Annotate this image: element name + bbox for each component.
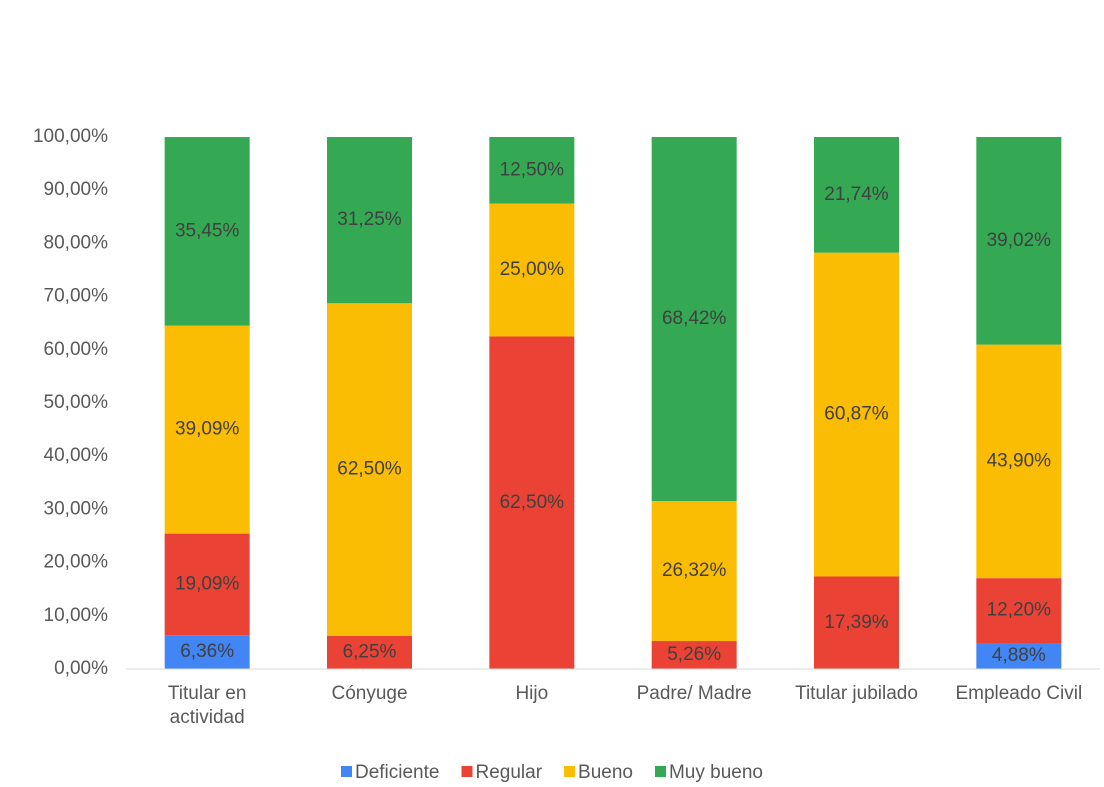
legend-label: Muy bueno bbox=[669, 762, 763, 783]
bar-segment bbox=[489, 137, 575, 204]
y-tick-label: 60,00% bbox=[44, 339, 109, 360]
x-tick-label: Padre/ Madre bbox=[636, 683, 752, 704]
legend-swatch bbox=[461, 766, 473, 777]
legend-swatch bbox=[340, 766, 352, 777]
bar-segment bbox=[164, 635, 250, 669]
bar-segment bbox=[814, 137, 899, 253]
data-label: 31,25% bbox=[337, 209, 402, 230]
bar-segment bbox=[651, 137, 737, 501]
legend-label: Deficiente bbox=[355, 762, 440, 783]
legend-label: Regular bbox=[475, 762, 542, 783]
bar-segment bbox=[327, 303, 412, 636]
bar-segment bbox=[976, 578, 1062, 644]
bar-segment bbox=[651, 500, 737, 642]
data-label: 26,32% bbox=[662, 560, 727, 581]
data-label: 62,50% bbox=[500, 492, 565, 513]
data-label: 5,26% bbox=[667, 644, 721, 665]
bar-segment bbox=[976, 643, 1062, 669]
data-label: 39,02% bbox=[987, 230, 1052, 251]
y-tick-label: 20,00% bbox=[44, 552, 109, 573]
data-label: 43,90% bbox=[987, 450, 1052, 471]
data-label: 21,74% bbox=[824, 184, 889, 205]
data-label: 6,25% bbox=[343, 641, 397, 662]
bar-segment bbox=[976, 344, 1062, 579]
x-tick-label: Titular en actividad bbox=[167, 683, 247, 728]
data-label: 35,45% bbox=[175, 220, 240, 241]
bar-segment bbox=[651, 641, 737, 669]
data-label: 60,87% bbox=[824, 404, 889, 425]
bar-segment bbox=[489, 336, 575, 669]
bar-segment bbox=[489, 203, 575, 337]
data-label: 12,20% bbox=[987, 600, 1052, 621]
bar-segment bbox=[164, 533, 250, 636]
y-tick-label: 10,00% bbox=[44, 605, 109, 626]
y-tick-label: 90,00% bbox=[44, 179, 109, 200]
data-label: 62,50% bbox=[337, 459, 402, 480]
x-tick-label: Hijo bbox=[515, 683, 549, 704]
legend-swatch bbox=[654, 766, 666, 777]
bar-segment bbox=[164, 137, 250, 326]
data-label: 39,09% bbox=[175, 419, 240, 440]
x-tick-label: Cónyuge bbox=[331, 683, 408, 704]
y-tick-label: 100,00% bbox=[33, 126, 108, 147]
y-tick-label: 0,00% bbox=[54, 658, 108, 679]
data-label: 12,50% bbox=[500, 159, 565, 180]
y-tick-label: 80,00% bbox=[44, 232, 109, 253]
x-tick-label: Titular jubilado bbox=[795, 683, 918, 704]
data-label: 6,36% bbox=[180, 641, 234, 662]
bar-segment bbox=[814, 576, 899, 669]
data-label: 19,09% bbox=[175, 573, 240, 594]
y-tick-label: 50,00% bbox=[44, 392, 109, 413]
y-tick-label: 40,00% bbox=[44, 445, 109, 466]
y-tick-label: 30,00% bbox=[44, 498, 109, 519]
data-label: 68,42% bbox=[662, 308, 727, 329]
data-label: 17,39% bbox=[824, 612, 889, 633]
legend-label: Bueno bbox=[578, 762, 633, 783]
bar-segment bbox=[327, 137, 412, 304]
x-tick-label: Empleado Civil bbox=[955, 683, 1083, 704]
data-label: 4,88% bbox=[992, 645, 1046, 666]
legend-swatch bbox=[564, 766, 576, 777]
bar-segment bbox=[976, 137, 1062, 345]
bar-segment bbox=[814, 252, 899, 577]
y-tick-label: 70,00% bbox=[44, 286, 109, 307]
bar-segment bbox=[327, 635, 412, 669]
bar-segment bbox=[164, 325, 250, 534]
data-label: 25,00% bbox=[500, 259, 565, 280]
